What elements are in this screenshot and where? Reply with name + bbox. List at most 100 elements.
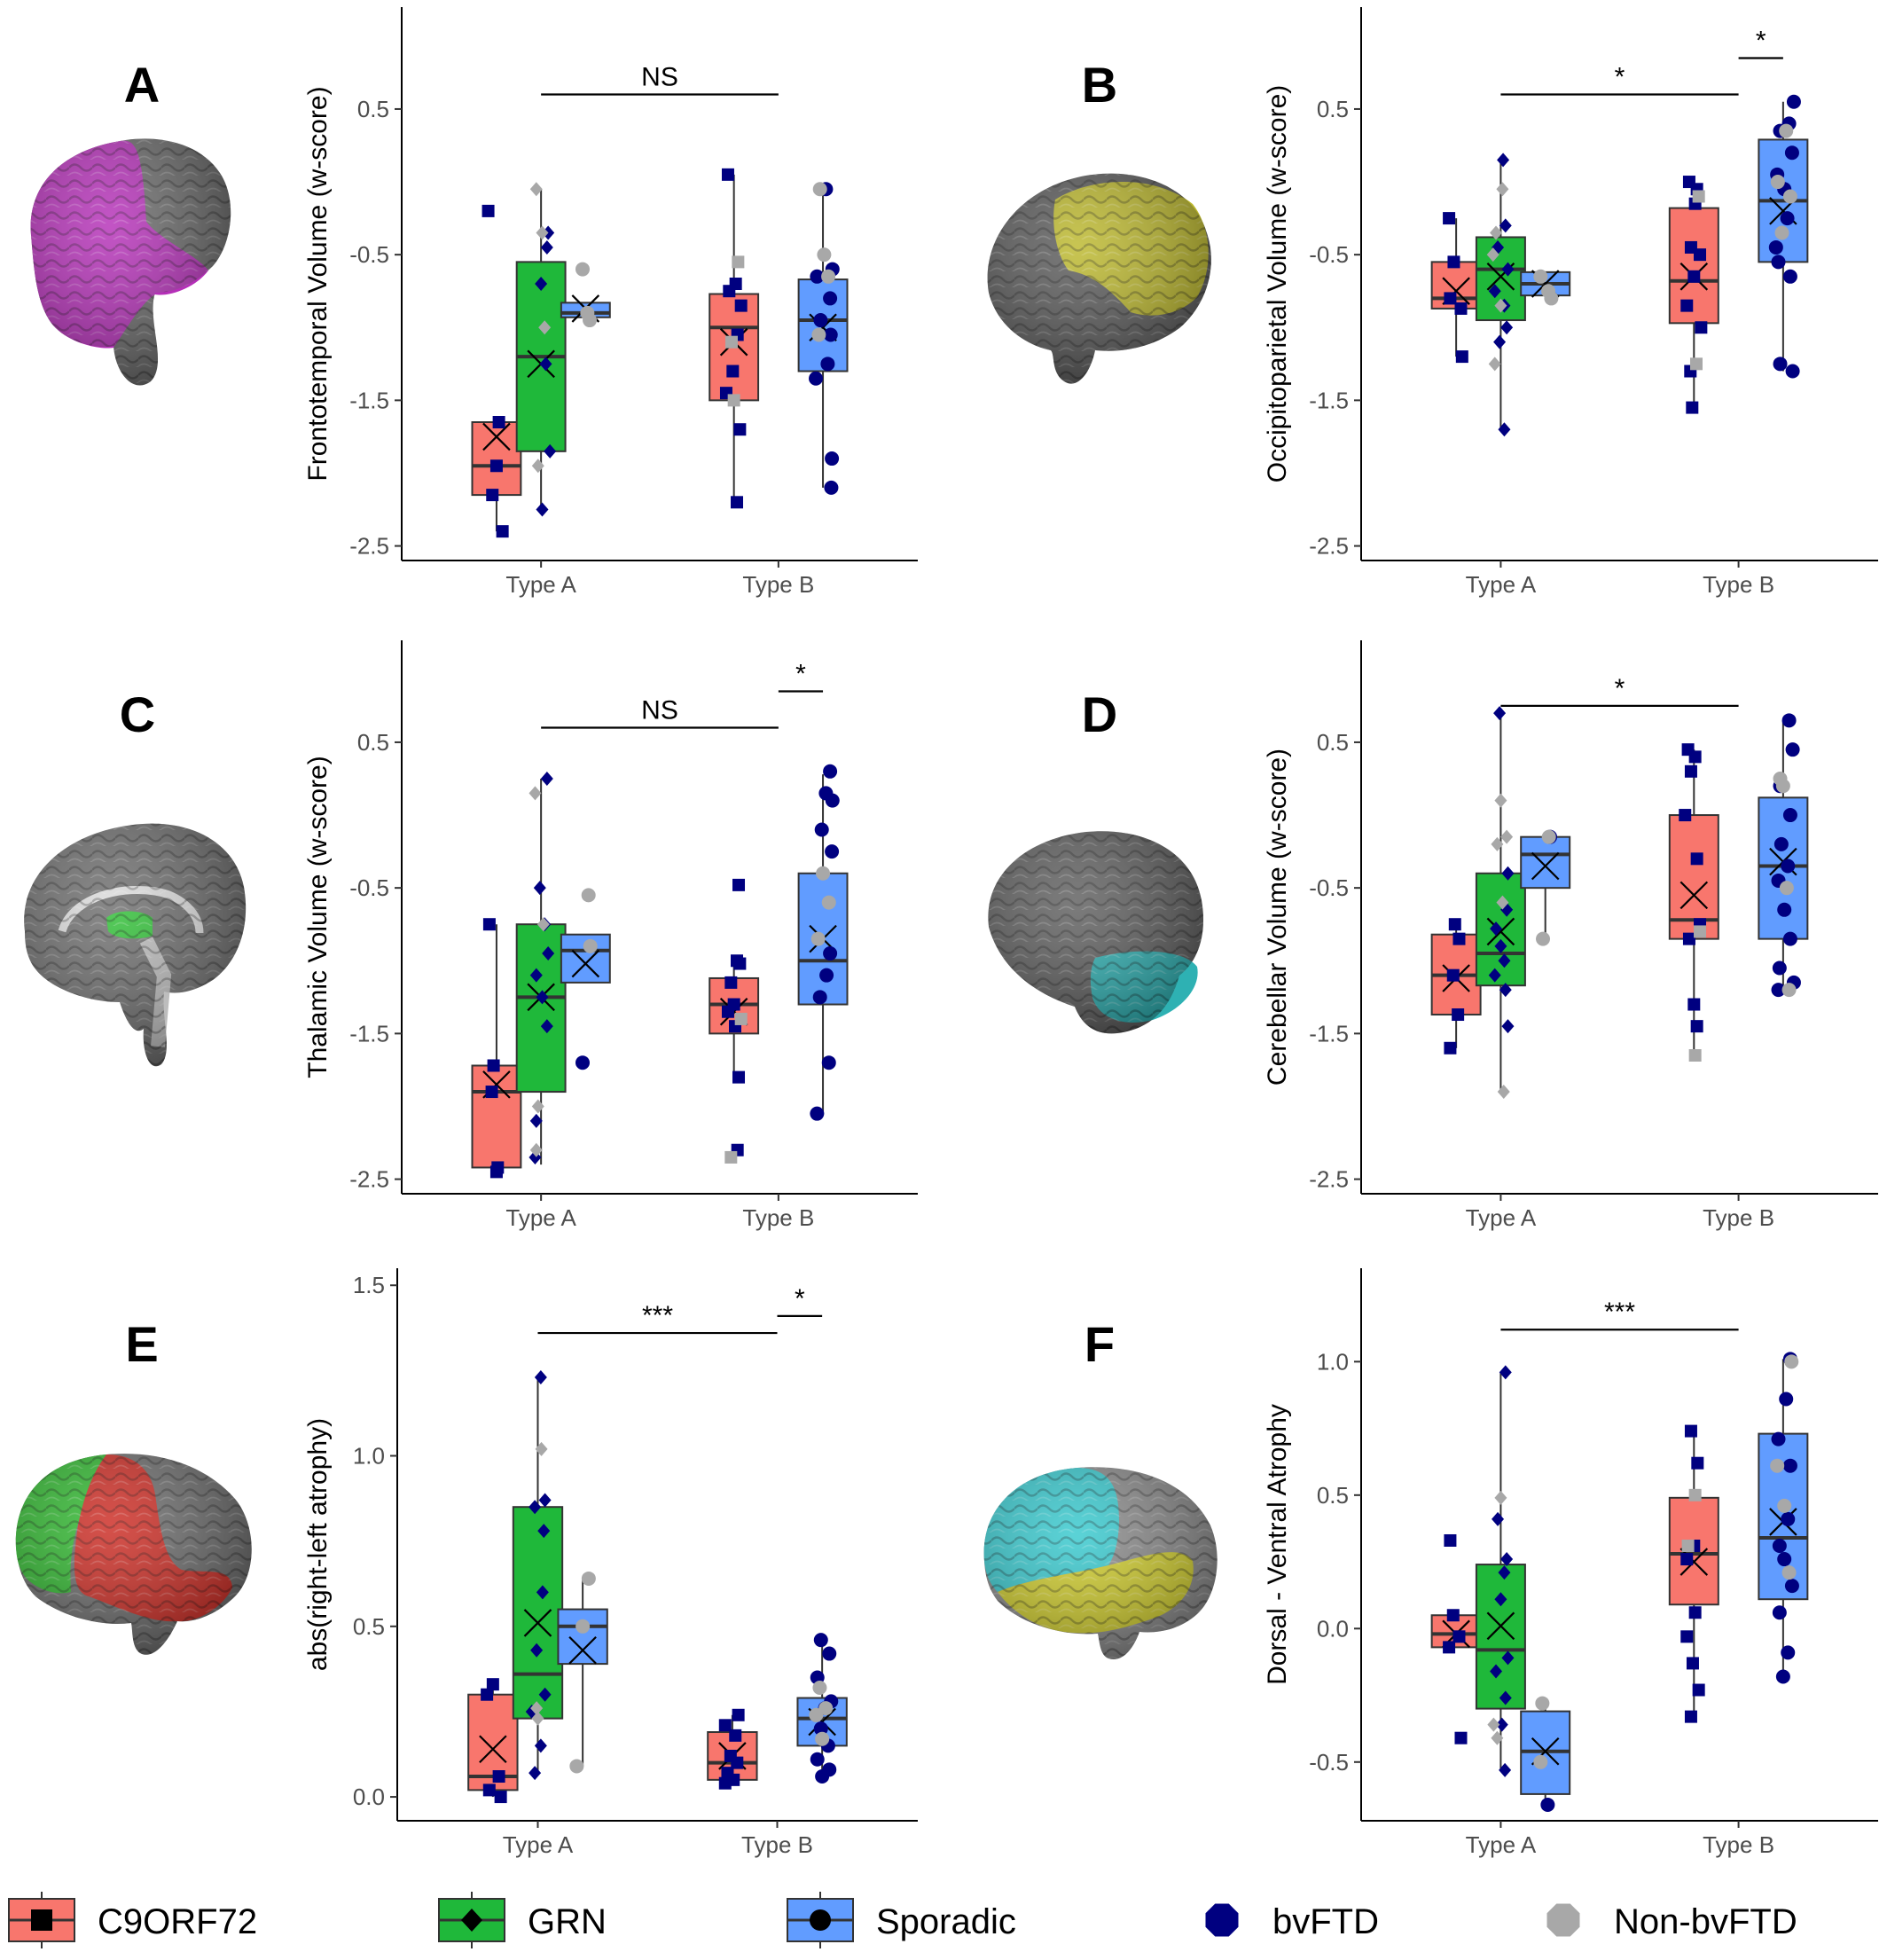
y-tick-label: 1.0: [353, 1443, 385, 1470]
nonbvftd-point: [531, 1711, 544, 1726]
bvftd-point: [538, 1493, 552, 1508]
bvftd-point: [486, 1678, 499, 1691]
nonbvftd-point: [1533, 269, 1548, 284]
bvftd-point: [1488, 968, 1501, 983]
bvftd-point: [496, 525, 509, 538]
legend-label: bvFTD: [1272, 1902, 1379, 1941]
y-tick-label: -0.5: [1309, 874, 1349, 901]
bvftd-point: [820, 357, 835, 372]
bvftd-point: [732, 878, 746, 891]
nonbvftd-point: [1535, 1696, 1550, 1711]
bvftd-point: [1775, 1669, 1790, 1684]
bvftd-point: [810, 1752, 825, 1767]
bvftd-point: [823, 327, 838, 342]
y-tick-label: 0.0: [353, 1784, 385, 1810]
y-tick-label: 0.5: [357, 96, 389, 122]
nonbvftd-point: [538, 320, 552, 335]
box-c9orf72: [471, 421, 522, 532]
bvftd-point: [1494, 1592, 1507, 1607]
nonbvftd-point: [1541, 829, 1556, 844]
nonbvftd-point: [1694, 925, 1707, 938]
bvftd-point: [721, 168, 734, 181]
significance-label: NS: [641, 696, 678, 725]
bvftd-point: [481, 1688, 494, 1701]
square-icon: [31, 1909, 52, 1931]
nonbvftd-point: [1536, 931, 1551, 946]
box-body: [1475, 1564, 1526, 1710]
y-axis-title: Frontotemporal Volume (w-score): [303, 86, 333, 481]
bvftd-point: [1444, 1041, 1457, 1054]
bvftd-point: [540, 239, 553, 255]
bvftd-point: [1695, 321, 1708, 334]
bvftd-point: [1694, 248, 1707, 262]
bvftd-point: [1499, 218, 1512, 233]
nonbvftd-point: [1496, 895, 1509, 910]
bvftd-point: [1686, 1657, 1699, 1670]
mean-marker: [1486, 917, 1515, 946]
bvftd-point: [1499, 1365, 1512, 1380]
box-c9orf72: [1668, 1431, 1719, 1717]
brain-image-c: [24, 823, 247, 1067]
bvftd-point: [1772, 1605, 1787, 1620]
bvftd-point: [823, 764, 838, 779]
nonbvftd-point: [821, 269, 836, 284]
legend-item-bvftd: bvFTD: [1205, 1902, 1379, 1941]
box-c9orf72: [1430, 218, 1482, 357]
nonbvftd-point: [1692, 190, 1705, 203]
nonbvftd-point: [1781, 1565, 1797, 1580]
nonbvftd-point: [529, 1142, 543, 1157]
y-tick-label: 0.5: [1317, 96, 1349, 122]
nonbvftd-point: [581, 888, 596, 903]
bvftd-point: [540, 772, 553, 786]
bvftd-point: [823, 291, 838, 306]
y-tick-label: 0.5: [357, 729, 389, 756]
box-c9orf72: [1668, 182, 1719, 408]
y-tick-label: 0.5: [353, 1613, 385, 1640]
nonbvftd-point: [724, 1150, 738, 1164]
nonbvftd-point: [575, 1619, 591, 1634]
charts-layer: A 0.5 -0.5 -1.5 -2.5 Type A Type B Frontotempor…: [120, 7, 1878, 1858]
bvftd-point: [810, 1106, 825, 1121]
bvftd-point: [824, 480, 839, 495]
bvftd-point: [1494, 938, 1507, 953]
nonbvftd-point: [1491, 836, 1504, 851]
legend: C9ORF72 GRN Sporadic bvFTD Non-bvFTD: [8, 1892, 1797, 1948]
nonbvftd-point: [817, 247, 832, 263]
y-tick-label: -1.5: [349, 387, 389, 413]
bvftd-point: [1768, 239, 1783, 255]
bvftd-point: [718, 1719, 732, 1732]
box-c9orf72: [471, 924, 522, 1172]
bvftd-point: [1777, 1552, 1792, 1567]
nonbvftd-point: [732, 255, 745, 269]
y-tick-label: -0.5: [1309, 241, 1349, 268]
panel-c: C 0.5 -0.5 -1.5 -2.5 Type A Type B Thalamic Vol…: [120, 640, 918, 1231]
nonbvftd-point: [1488, 357, 1501, 372]
bvftd-point: [825, 451, 840, 466]
bvftd-point: [544, 443, 557, 459]
bvftd-point: [822, 1646, 837, 1661]
nonbvftd-point: [1779, 123, 1794, 138]
box-body: [557, 1608, 608, 1666]
y-tick-label: -1.5: [349, 1020, 389, 1047]
legend-item-non-bvftd: Non-bvFTD: [1546, 1902, 1797, 1941]
nonbvftd-point: [812, 182, 827, 197]
nonbvftd-point: [535, 1441, 548, 1456]
bvftd-point: [1771, 983, 1786, 998]
bvftd-point: [726, 365, 740, 378]
bvftd-point: [492, 1770, 505, 1784]
bvftd-point: [731, 496, 744, 509]
y-tick-label: -2.5: [1309, 533, 1349, 560]
bvftd-point: [813, 1633, 828, 1648]
bvftd-point: [1779, 1392, 1794, 1407]
bvftd-point: [1444, 292, 1457, 305]
box-grn: [515, 779, 567, 1165]
bvftd-point: [1772, 1539, 1787, 1554]
y-tick-label: -2.5: [349, 1166, 389, 1193]
bvftd-point: [1686, 401, 1699, 414]
bvftd-point: [486, 489, 499, 502]
nonbvftd-point: [1688, 1049, 1702, 1062]
bvftd-point: [540, 1019, 553, 1034]
bvftd-point: [1692, 1683, 1705, 1697]
bvftd-point: [482, 204, 495, 217]
x-tick-label: Type A: [505, 1204, 576, 1231]
